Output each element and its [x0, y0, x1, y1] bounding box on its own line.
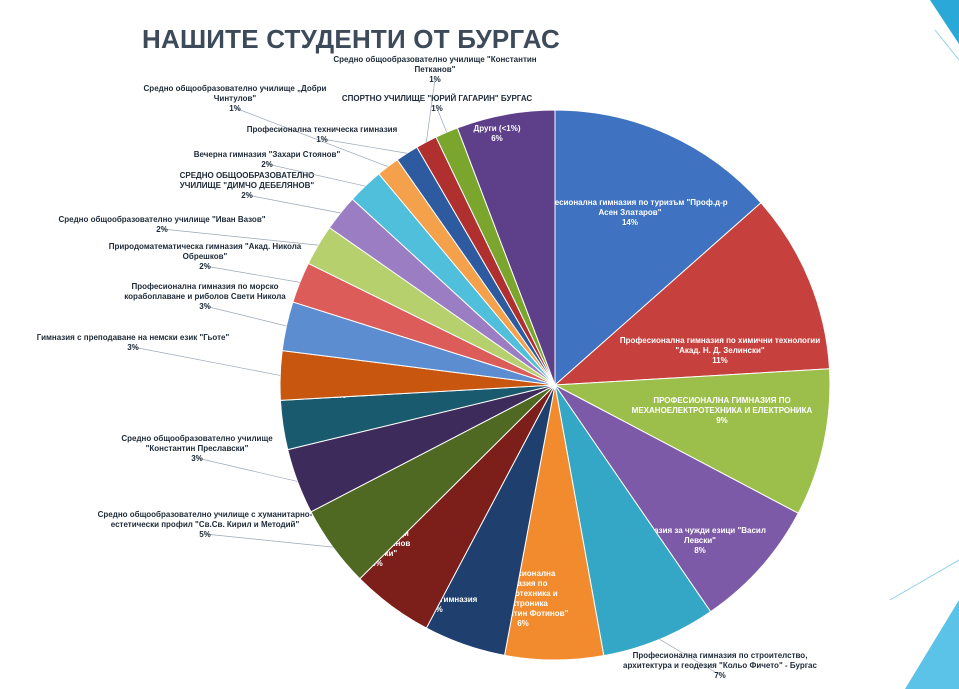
- slice-percent-label: 9%: [716, 416, 728, 425]
- leader-line: [321, 138, 408, 154]
- slice-label: Професионална гимназия по туризъм "Проф.…: [532, 198, 727, 227]
- page-title: НАШИТЕ СТУДЕНТИ ОТ БУРГАС: [142, 24, 561, 54]
- leader-line: [234, 107, 389, 167]
- slice-percent-label: 3%: [127, 343, 139, 352]
- slice-name-label: електротехника и: [488, 589, 558, 598]
- slice-name-label: "Константин Преславски": [146, 444, 249, 453]
- slice-name-label: Левски": [684, 536, 716, 545]
- slice-percent-label: 1%: [429, 75, 441, 84]
- slice-label: Вечерна гимназия "Захари Стоянов" 2%: [194, 150, 341, 169]
- slice-percent-label: 1%: [229, 104, 241, 113]
- slice-name-label: гимназия по: [498, 579, 547, 588]
- pie-slice: [553, 368, 831, 514]
- slice-name-label: Средно общообразователно училище: [121, 434, 273, 443]
- slice-name-label: Гимназия за чужди езици "Васил: [634, 526, 766, 535]
- slice-percent-label: 8%: [694, 546, 706, 555]
- slice-name-label: УЧИЛИЩЕ "ДИМЧО ДЕБЕЛЯНОВ": [180, 181, 315, 190]
- slice-label: Гимназия за чужди езици "Васил Левски" 8%: [634, 526, 766, 555]
- slice-percent-label: 2%: [241, 191, 253, 200]
- leader-line: [204, 265, 300, 283]
- slice-percent-label: 6%: [491, 134, 503, 143]
- slice-name-label: ПРОФЕСИОНАЛНА ГИМНАЗИЯ ПО: [653, 396, 790, 405]
- slice-name-label: Средно общообразователно училище с хуман…: [98, 510, 313, 519]
- slice-name-label: естетически профил "Св.Св. Кирил и Метод…: [111, 520, 300, 529]
- slice-name-label: Професионална техническа гимназия: [247, 125, 398, 134]
- pie-slice: [554, 384, 799, 613]
- leader-line: [659, 639, 721, 676]
- slice-name-label: "Акад. Н. Д. Зелински": [675, 346, 765, 355]
- slice-percent-label: 5%: [199, 530, 211, 539]
- slice-label: Средно общообразователно училище „Добри Ч…: [144, 84, 327, 113]
- slice-label: Средно общообразователно училище "Констан…: [121, 434, 273, 463]
- slice-percent-label: 14%: [622, 218, 638, 227]
- slice-percent-label: 2%: [156, 225, 168, 234]
- slice-label: Средно общообразователно училище "Конста…: [333, 55, 536, 84]
- leader-line: [132, 346, 281, 376]
- slice-percent-label: 1%: [431, 104, 443, 113]
- leader-line: [196, 457, 298, 482]
- slice-name-label: Гимназия с преподаване на немски език "Г…: [37, 333, 230, 342]
- slice-name-label: "Константин Фотинов": [478, 609, 569, 618]
- slice-name-label: Чинтулов": [214, 94, 257, 103]
- slice-label: Професионална гимназия по строителство, а…: [623, 651, 817, 680]
- slice-name-label: Средно общообразователно училище "Иван В…: [58, 215, 265, 224]
- slice-percent-label: 2%: [199, 262, 211, 271]
- slice-name-label: Асен Златаров": [598, 208, 661, 217]
- slice-name-label: Природоматематическа гимназия "Акад. Ник…: [109, 242, 302, 251]
- slice-percent-label: 11%: [712, 356, 728, 365]
- slice-percent-label: 6%: [517, 619, 529, 628]
- leader-line: [204, 305, 287, 327]
- slice-name-label: Професионална гимназия по химични технол…: [620, 336, 820, 345]
- leader-line: [436, 107, 447, 133]
- pie-slice: [554, 384, 712, 657]
- slice-percent-label: 7%: [714, 671, 726, 680]
- slice-name-label: Средно общообразователно училище „Добри: [144, 84, 327, 93]
- slice-label: Средно общообразователно училище с хуман…: [98, 510, 313, 539]
- slice-name-label: корабоплаване и риболов Свети Никола: [124, 292, 286, 301]
- slice-name-label: електроника: [498, 599, 548, 608]
- slice-percent-label: 2%: [261, 160, 273, 169]
- slice-label: СРЕДНО ОБЩООБРАЗОВАТЕЛНО УЧИЛИЩЕ "ДИМЧО Д…: [180, 171, 315, 200]
- leader-line: [204, 533, 333, 548]
- slice-label: ПРОФЕСИОНАЛНА ГИМНАЗИЯ ПО МЕХАНОЕЛЕКТРОТЕ…: [632, 396, 813, 425]
- slice-name-label: архитектура и геодезия "Кольо Фичето" - …: [623, 661, 817, 670]
- leader-line: [426, 78, 436, 142]
- slice-percent-label: 5%: [371, 559, 383, 568]
- slice-percent-label: 1%: [316, 135, 328, 144]
- leader-line: [246, 194, 341, 214]
- slice-label: Други (<1%) 6%: [474, 124, 521, 143]
- slice-percent-label: 5%: [431, 605, 443, 614]
- slice-name-label: Професионална гимназия по морско: [132, 282, 279, 291]
- slice-name-label: Професионална гимназия по туризъм "Проф.…: [532, 198, 727, 207]
- slice-label: Гимназия с преподаване на немски език "Г…: [37, 333, 230, 352]
- slice-name-label: Вечерна гимназия "Захари Стоянов": [194, 150, 341, 159]
- slice-name-label: СПОРТНО УЧИЛИЩЕ "ЮРИЙ ГАГАРИН" БУРГАС: [342, 94, 533, 103]
- pie-slice: [553, 202, 831, 386]
- slice-label: Природоматематическа гимназия "Акад. Ник…: [109, 242, 302, 271]
- leader-line: [266, 163, 366, 187]
- pie-slice: [554, 109, 762, 387]
- slice-label: Професионална техническа гимназия 1%: [247, 125, 398, 144]
- slice-percent-label: 3%: [191, 454, 203, 463]
- leader-line: [161, 228, 319, 246]
- slice-name-label: Средно общообразователно училище "Конста…: [333, 55, 536, 64]
- slice-name-label: Обрешков": [183, 252, 228, 261]
- slice-name-label: Професионална гимназия по строителство,: [633, 651, 808, 660]
- slice-label: Професионална гимназия по химични технол…: [620, 336, 820, 365]
- slice-label: Средно общообразователно училище "Иван В…: [58, 215, 265, 234]
- slice-label: Професионална гимназия по морско корабопл…: [124, 282, 286, 311]
- slice-name-label: СРЕДНО ОБЩООБРАЗОВАТЕЛНО: [180, 171, 315, 180]
- slice-label: СПОРТНО УЧИЛИЩЕ "ЮРИЙ ГАГАРИН" БУРГАС 1%: [342, 94, 533, 113]
- slice-name-label: МЕХАНОЕЛЕКТРОТЕХНИКА И ЕЛЕКТРОНИКА: [632, 406, 813, 415]
- slice-name-label: Петканов": [415, 65, 456, 74]
- slice-name-label: Професионална: [491, 569, 556, 578]
- pie-slice: [456, 109, 556, 386]
- slice-name-label: Други (<1%): [474, 124, 521, 133]
- slice-label: Професионална гимназия по електротехника и…: [478, 569, 569, 628]
- slice-percent-label: 3%: [199, 302, 211, 311]
